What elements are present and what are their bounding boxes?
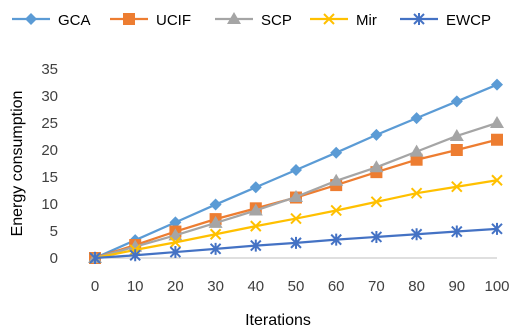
y-tick-label: 20 [41,142,58,159]
series-ewcp [89,222,503,264]
x-tick-label: 40 [247,278,264,295]
series-gca [89,78,503,264]
legend: GCA UCIF SCP Mir EWCP [12,12,491,29]
data-point-ewcp [250,239,262,252]
legend-marker [323,13,335,25]
legend-label: GCA [58,12,91,29]
data-point-ewcp [169,246,182,259]
data-point-gca [290,163,302,176]
data-point-mir [209,228,222,240]
x-tick-label: 60 [328,278,345,295]
data-point-gca [330,146,343,159]
legend-item-gca: GCA [12,12,91,29]
data-point-ewcp [209,242,222,255]
x-tick-label: 80 [408,278,425,295]
x-tick-label: 100 [484,278,509,295]
data-point-mir [169,236,182,249]
x-tick-label: 0 [91,278,99,295]
y-tick-label: 25 [41,115,58,132]
legend-label: SCP [261,12,292,29]
legend-item-ewcp: EWCP [400,12,491,29]
data-point-ewcp [370,230,383,243]
x-tick-label: 90 [448,278,465,295]
data-point-gca [370,128,383,141]
y-axis-ticks: 0 5 10 15 20 25 30 35 [41,61,58,267]
legend-item-mir: Mir [310,12,377,29]
legend-item-ucif: UCIF [110,12,191,29]
data-point-scp [329,173,344,186]
data-point-ewcp [89,252,101,264]
x-tick-label: 70 [368,278,385,295]
data-point-scp [369,160,384,173]
plot-area [88,78,504,264]
x-axis-ticks: 0 10 20 30 40 50 60 70 80 90 100 [91,278,510,295]
series-layer [88,78,504,264]
y-tick-label: 30 [41,88,58,105]
data-point-ewcp [129,249,141,262]
x-axis-title: Iterations [245,312,311,329]
y-tick-label: 0 [50,250,58,267]
data-point-mir [370,196,383,208]
data-point-gca [249,181,262,194]
x-tick-label: 30 [207,278,224,295]
data-point-ucif [410,153,423,166]
data-point-ucif [491,133,503,146]
legend-marker [25,13,37,25]
data-point-mir [491,174,503,186]
data-point-scp [248,203,263,216]
legend-label: Mir [356,12,377,29]
data-point-ewcp [290,236,302,249]
x-tick-label: 10 [127,278,144,295]
data-point-gca [491,78,503,91]
x-tick-label: 50 [288,278,305,295]
data-point-gca [450,95,463,108]
data-point-gca [410,112,423,125]
data-point-ewcp [410,228,423,241]
data-point-gca [209,198,222,211]
legend-marker [413,13,425,25]
y-tick-label: 5 [50,223,58,240]
data-point-mir [451,181,463,193]
legend-marker [123,13,135,25]
legend-label: EWCP [446,12,491,29]
data-point-scp [449,128,464,141]
data-point-gca [169,216,182,229]
legend-marker [227,12,241,24]
y-axis-title: Energy consumption [9,91,26,237]
series-mir [89,174,503,264]
y-tick-label: 10 [41,196,58,213]
data-point-mir [330,204,342,217]
data-point-mir [290,212,302,225]
data-point-mir [250,220,262,232]
data-point-ewcp [330,233,342,246]
data-point-scp [168,228,183,241]
x-tick-label: 20 [167,278,184,295]
legend-item-scp: SCP [215,12,292,29]
data-point-ewcp [451,225,463,238]
data-point-scp [289,189,303,202]
data-point-scp [490,116,504,128]
data-point-ewcp [491,222,503,235]
data-point-ucif [450,144,463,156]
data-point-scp [409,144,424,157]
y-tick-label: 35 [41,61,58,78]
legend-label: UCIF [156,12,191,29]
data-point-scp [208,215,223,228]
data-point-mir [410,187,423,199]
y-tick-label: 15 [41,169,58,186]
